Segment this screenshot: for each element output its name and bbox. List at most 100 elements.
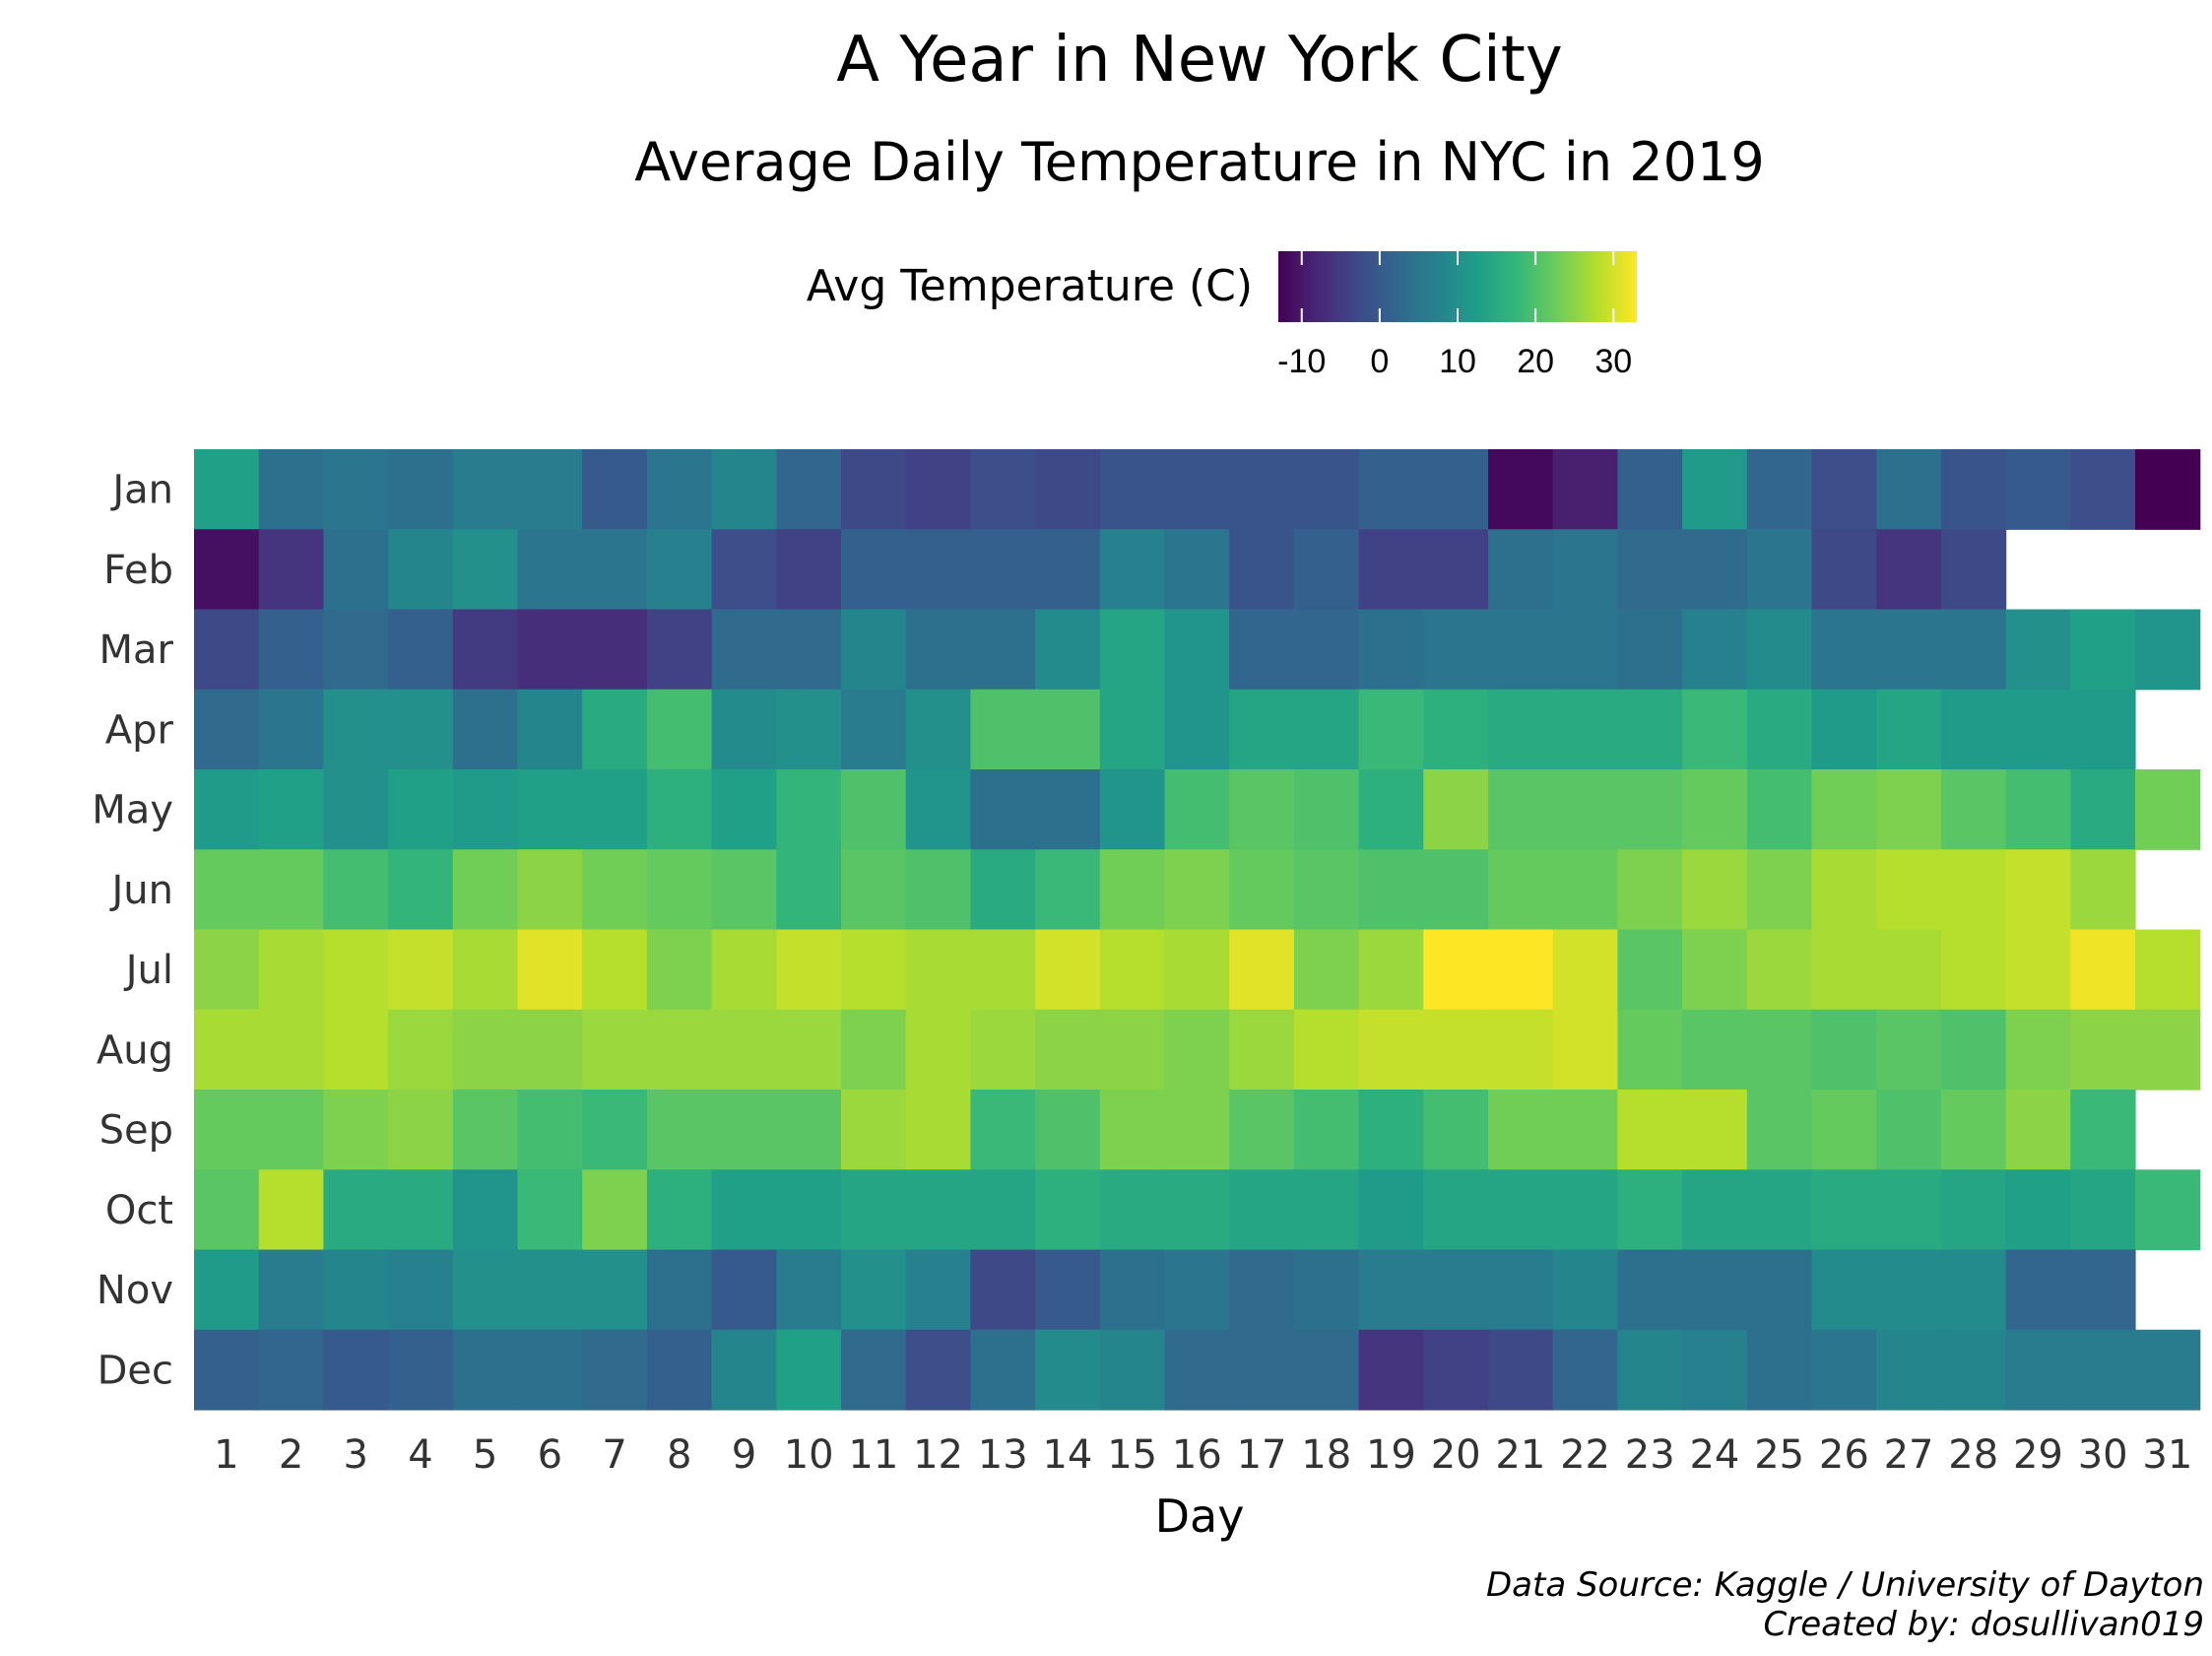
heatmap-cell-dec-18	[1293, 1329, 1360, 1411]
heatmap-cell-jan-23	[1617, 449, 1683, 530]
heatmap-cell-oct-15	[1099, 1169, 1166, 1251]
heatmap-cell-oct-31	[2135, 1169, 2201, 1251]
y-axis-labels: Jan Feb Mar Apr May Jun Jul Aug Sep Oct Nov Dec	[92, 468, 173, 1394]
heatmap-cell-feb-27	[1876, 529, 1942, 611]
heatmap-cell-jul-22	[1552, 929, 1618, 1011]
heatmap-cell-apr-26	[1811, 689, 1877, 770]
heatmap-cell-jan-4	[388, 449, 454, 530]
x-tick-label: 16	[1172, 1432, 1222, 1478]
heatmap-cell-feb-17	[1229, 529, 1295, 611]
heatmap-cell-sep-16	[1164, 1090, 1230, 1170]
heatmap-cell-apr-2	[258, 689, 324, 770]
heatmap-cell-feb-18	[1293, 529, 1360, 611]
heatmap-cell-dec-29	[2005, 1329, 2071, 1411]
heatmap-cell-may-1	[194, 769, 260, 850]
heatmap-cell-feb-21	[1488, 529, 1554, 611]
heatmap-cell-jan-1	[194, 449, 260, 530]
heatmap-cell-jan-30	[2070, 449, 2136, 530]
heatmap-cell-sep-17	[1229, 1090, 1295, 1170]
heatmap-cell-apr-24	[1682, 689, 1748, 770]
heatmap-cell-nov-7	[582, 1249, 648, 1331]
heatmap-cell-jan-6	[517, 449, 583, 530]
heatmap-cell-aug-20	[1423, 1009, 1489, 1091]
heatmap-cell-mar-7	[582, 609, 648, 691]
heatmap-cell-oct-29	[2005, 1169, 2071, 1251]
heatmap-cell-dec-26	[1811, 1329, 1877, 1411]
heatmap-cell-jan-24	[1682, 449, 1748, 530]
heatmap-cell-jan-26	[1811, 449, 1877, 530]
x-tick-label: 2	[279, 1432, 303, 1478]
heatmap-cell-mar-20	[1423, 609, 1489, 691]
heatmap-cell-sep-29	[2005, 1090, 2071, 1170]
heatmap-cell-nov-18	[1293, 1249, 1360, 1331]
heatmap-cell-may-29	[2005, 769, 2071, 850]
heatmap-cell-mar-9	[711, 609, 777, 691]
legend-tick-label: 0	[1370, 343, 1389, 380]
heatmap-cell-dec-17	[1229, 1329, 1295, 1411]
heatmap-cell-oct-9	[711, 1169, 777, 1251]
heatmap-cell-nov-29	[2005, 1249, 2071, 1331]
legend-tick-label: 20	[1517, 343, 1554, 380]
heatmap-cell-may-21	[1488, 769, 1554, 850]
heatmap-cell-nov-25	[1746, 1249, 1813, 1331]
heatmap-cell-oct-25	[1746, 1169, 1813, 1251]
heatmap-cell-aug-30	[2070, 1009, 2136, 1091]
heatmap-cell-mar-4	[388, 609, 454, 691]
heatmap-cell-mar-29	[2005, 609, 2071, 691]
x-tick-label: 15	[1107, 1432, 1157, 1478]
heatmap-cell-sep-27	[1876, 1090, 1942, 1170]
heatmap-cell-jun-6	[517, 849, 583, 931]
heatmap-cell-jun-27	[1876, 849, 1942, 931]
heatmap-cell-mar-30	[2070, 609, 2136, 691]
heatmap-cell-jan-7	[582, 449, 648, 530]
heatmap-cell-sep-26	[1811, 1090, 1877, 1170]
heatmap-cell-may-18	[1293, 769, 1360, 850]
heatmap-cell-feb-1	[194, 529, 260, 611]
heatmap-cell-feb-12	[905, 529, 971, 611]
heatmap-cells	[194, 449, 2201, 1411]
heatmap-cell-apr-23	[1617, 689, 1683, 770]
heatmap-cell-oct-24	[1682, 1169, 1748, 1251]
heatmap-cell-feb-7	[582, 529, 648, 611]
heatmap-cell-aug-1	[194, 1009, 260, 1091]
heatmap-cell-mar-11	[841, 609, 907, 691]
heatmap-cell-jul-21	[1488, 929, 1554, 1011]
heatmap-cell-apr-13	[970, 689, 1036, 770]
heatmap-cell-apr-11	[841, 689, 907, 770]
heatmap-cell-oct-28	[1940, 1169, 2007, 1251]
heatmap-cell-apr-22	[1552, 689, 1618, 770]
heatmap-cell-nov-9	[711, 1249, 777, 1331]
heatmap-cell-jun-24	[1682, 849, 1748, 931]
heatmap-cell-may-2	[258, 769, 324, 850]
heatmap-cell-oct-5	[452, 1169, 519, 1251]
heatmap-cell-may-24	[1682, 769, 1748, 850]
heatmap-cell-aug-12	[905, 1009, 971, 1091]
heatmap-cell-dec-28	[1940, 1329, 2007, 1411]
heatmap-cell-mar-28	[1940, 609, 2007, 691]
heatmap-cell-oct-6	[517, 1169, 583, 1251]
heatmap-cell-feb-10	[776, 529, 842, 611]
caption-source: Data Source: Kaggle / University of Dayt…	[1486, 1565, 2204, 1605]
heatmap-cell-nov-15	[1099, 1249, 1166, 1331]
heatmap-cell-jun-16	[1164, 849, 1230, 931]
heatmap-cell-may-25	[1746, 769, 1813, 850]
heatmap-cell-oct-19	[1358, 1169, 1424, 1251]
x-tick-label: 23	[1625, 1432, 1675, 1478]
heatmap-cell-may-5	[452, 769, 519, 850]
x-tick-label: 10	[784, 1432, 834, 1478]
x-tick-label: 6	[538, 1432, 562, 1478]
heatmap-cell-mar-19	[1358, 609, 1424, 691]
heatmap-cell-apr-16	[1164, 689, 1230, 770]
heatmap-cell-feb-2	[258, 529, 324, 611]
heatmap-cell-oct-8	[646, 1169, 713, 1251]
y-tick-label: Dec	[98, 1348, 173, 1393]
heatmap-cell-jun-1	[194, 849, 260, 931]
heatmap-cell-sep-23	[1617, 1090, 1683, 1170]
heatmap-cell-sep-7	[582, 1090, 648, 1170]
heatmap-cell-sep-12	[905, 1090, 971, 1170]
heatmap-cell-nov-3	[323, 1249, 389, 1331]
heatmap-cell-feb-16	[1164, 529, 1230, 611]
heatmap-cell-oct-27	[1876, 1169, 1942, 1251]
heatmap-cell-apr-5	[452, 689, 519, 770]
y-tick-label: May	[92, 788, 173, 833]
